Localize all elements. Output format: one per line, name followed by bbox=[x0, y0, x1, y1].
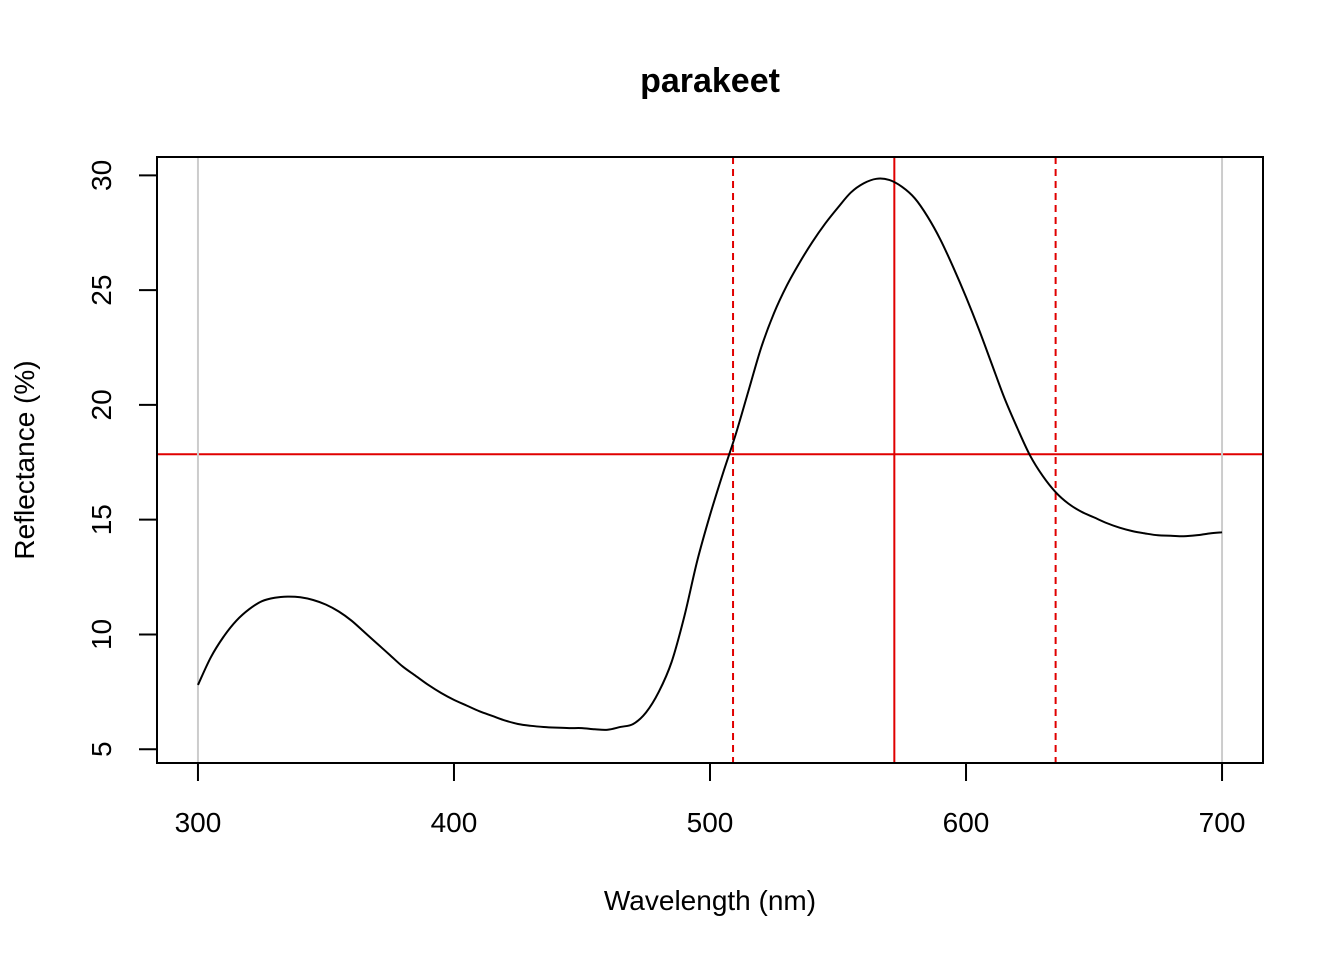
series-layer bbox=[197, 177, 1223, 731]
series-line-0 bbox=[197, 177, 1223, 731]
reference-lines bbox=[157, 157, 1263, 763]
x-tick-label: 700 bbox=[1199, 807, 1246, 838]
y-axis-label: Reflectance (%) bbox=[9, 360, 40, 559]
x-axis-label: Wavelength (nm) bbox=[604, 885, 816, 916]
y-tick-label: 30 bbox=[86, 160, 117, 191]
chart-title: parakeet bbox=[640, 62, 780, 100]
x-tick-label: 300 bbox=[175, 807, 222, 838]
x-axis: 300 400 500 600 700 bbox=[175, 762, 1246, 838]
y-axis: 5 10 15 20 25 30 bbox=[86, 160, 158, 757]
y-tick-label: 20 bbox=[86, 389, 117, 420]
y-tick-label: 25 bbox=[86, 275, 117, 306]
y-tick-label: 15 bbox=[86, 504, 117, 535]
y-tick-label: 10 bbox=[86, 619, 117, 650]
x-tick-label: 600 bbox=[943, 807, 990, 838]
y-tick-label: 5 bbox=[86, 741, 117, 757]
plot-frame bbox=[156, 156, 1264, 764]
x-tick-label: 400 bbox=[431, 807, 478, 838]
x-tick-label: 500 bbox=[687, 807, 734, 838]
